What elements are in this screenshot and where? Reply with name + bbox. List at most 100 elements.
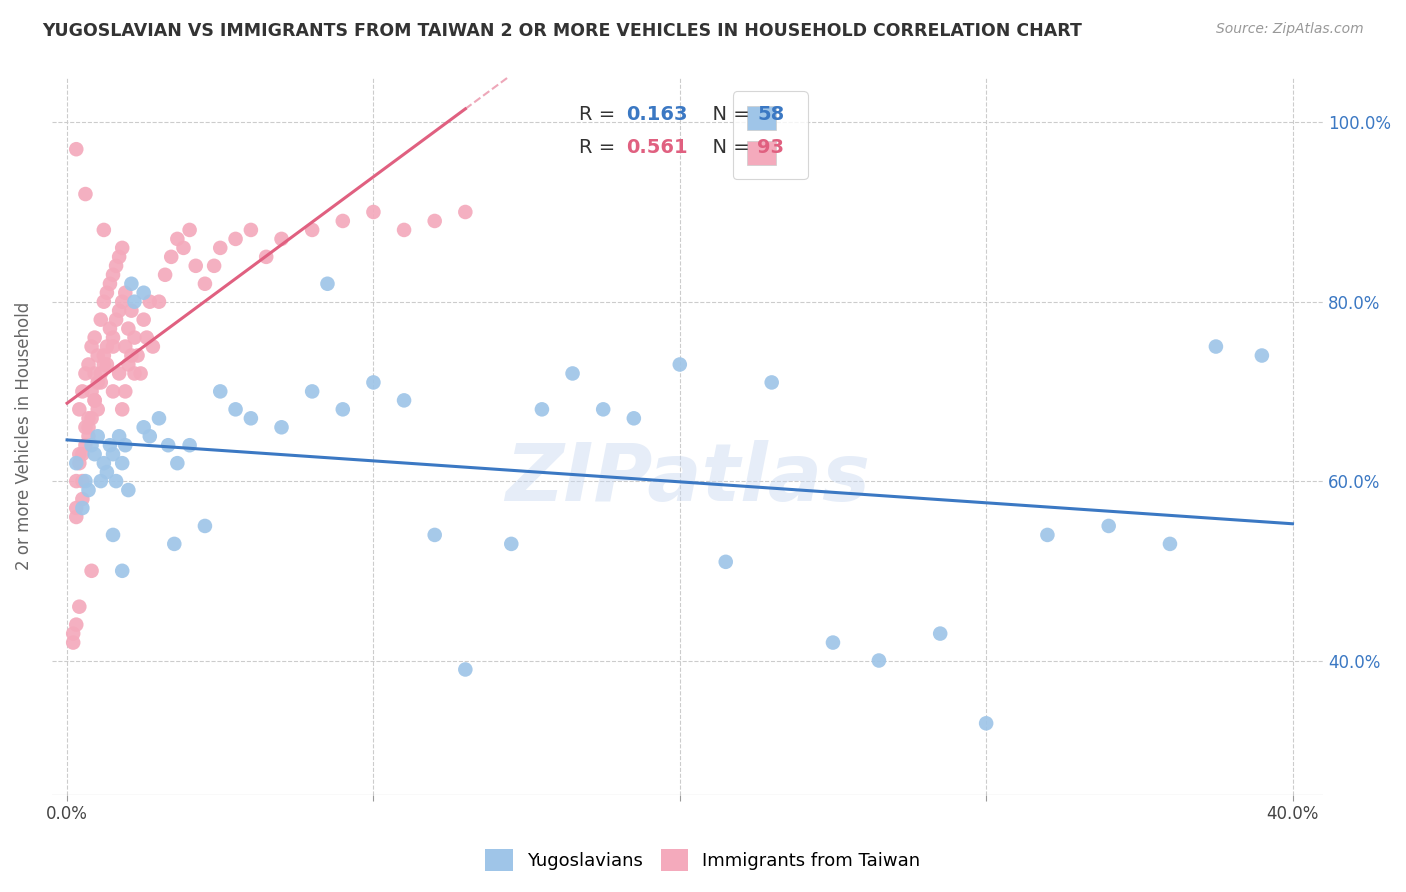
Point — [90, 474, 112, 488]
Point — [132, 312, 155, 326]
Point — [67, 447, 90, 461]
Point — [65, 617, 87, 632]
Point — [114, 340, 136, 354]
Point — [86, 402, 108, 417]
Point — [117, 358, 139, 372]
Point — [90, 367, 112, 381]
Point — [90, 376, 112, 390]
Point — [75, 474, 97, 488]
Point — [117, 483, 139, 497]
Point — [114, 285, 136, 300]
Point — [135, 330, 157, 344]
Text: 0.561: 0.561 — [627, 137, 688, 157]
Point — [120, 277, 142, 291]
Text: R =: R = — [579, 105, 621, 125]
Point — [67, 599, 90, 614]
Point — [301, 223, 323, 237]
Point — [75, 187, 97, 202]
Point — [108, 429, 131, 443]
Point — [96, 285, 118, 300]
Point — [67, 402, 90, 417]
Text: N =: N = — [700, 137, 756, 157]
Point — [316, 277, 339, 291]
Point — [75, 420, 97, 434]
Point — [80, 564, 103, 578]
Point — [72, 501, 94, 516]
Point — [83, 393, 105, 408]
Point — [142, 340, 165, 354]
Point — [117, 321, 139, 335]
Point — [93, 223, 115, 237]
Point — [153, 268, 176, 282]
Point — [1159, 537, 1181, 551]
Point — [80, 340, 103, 354]
Point — [65, 501, 87, 516]
Point — [129, 367, 152, 381]
Point — [98, 438, 121, 452]
Point — [101, 447, 124, 461]
Point — [98, 277, 121, 291]
Point — [77, 420, 100, 434]
Text: 93: 93 — [758, 137, 785, 157]
Point — [108, 367, 131, 381]
Point — [77, 483, 100, 497]
Point — [72, 491, 94, 506]
Point — [77, 358, 100, 372]
Point — [101, 330, 124, 344]
Point — [184, 259, 207, 273]
Point — [454, 205, 477, 219]
Point — [72, 474, 94, 488]
Point — [105, 312, 128, 326]
Point — [93, 456, 115, 470]
Point — [111, 294, 134, 309]
Point — [75, 367, 97, 381]
Point — [209, 241, 232, 255]
Point — [111, 402, 134, 417]
Point — [148, 294, 170, 309]
Point — [139, 429, 162, 443]
Point — [821, 635, 844, 649]
Point — [160, 250, 183, 264]
Point — [163, 537, 186, 551]
Point — [202, 259, 225, 273]
Point — [132, 420, 155, 434]
Point — [761, 376, 783, 390]
Point — [72, 384, 94, 399]
Point — [148, 411, 170, 425]
Point — [623, 411, 645, 425]
Point — [124, 367, 146, 381]
Point — [101, 268, 124, 282]
Point — [714, 555, 737, 569]
Point — [929, 626, 952, 640]
Point — [124, 330, 146, 344]
Point — [868, 653, 890, 667]
Text: N =: N = — [700, 105, 756, 125]
Point — [120, 349, 142, 363]
Point — [194, 277, 217, 291]
Point — [105, 474, 128, 488]
Text: 58: 58 — [758, 105, 785, 125]
Point — [392, 223, 415, 237]
Point — [157, 438, 180, 452]
Point — [270, 232, 292, 246]
Point — [166, 232, 188, 246]
Point — [423, 214, 446, 228]
Point — [83, 447, 105, 461]
Point — [93, 294, 115, 309]
Point — [332, 214, 354, 228]
Point — [111, 456, 134, 470]
Point — [86, 349, 108, 363]
Point — [179, 438, 201, 452]
Point — [101, 528, 124, 542]
Point — [77, 429, 100, 443]
Point — [332, 402, 354, 417]
Point — [225, 232, 247, 246]
Point — [225, 402, 247, 417]
Point — [86, 376, 108, 390]
Point — [173, 241, 195, 255]
Point — [111, 241, 134, 255]
Text: Source: ZipAtlas.com: Source: ZipAtlas.com — [1216, 22, 1364, 37]
Point — [96, 465, 118, 479]
Point — [83, 330, 105, 344]
Point — [392, 393, 415, 408]
